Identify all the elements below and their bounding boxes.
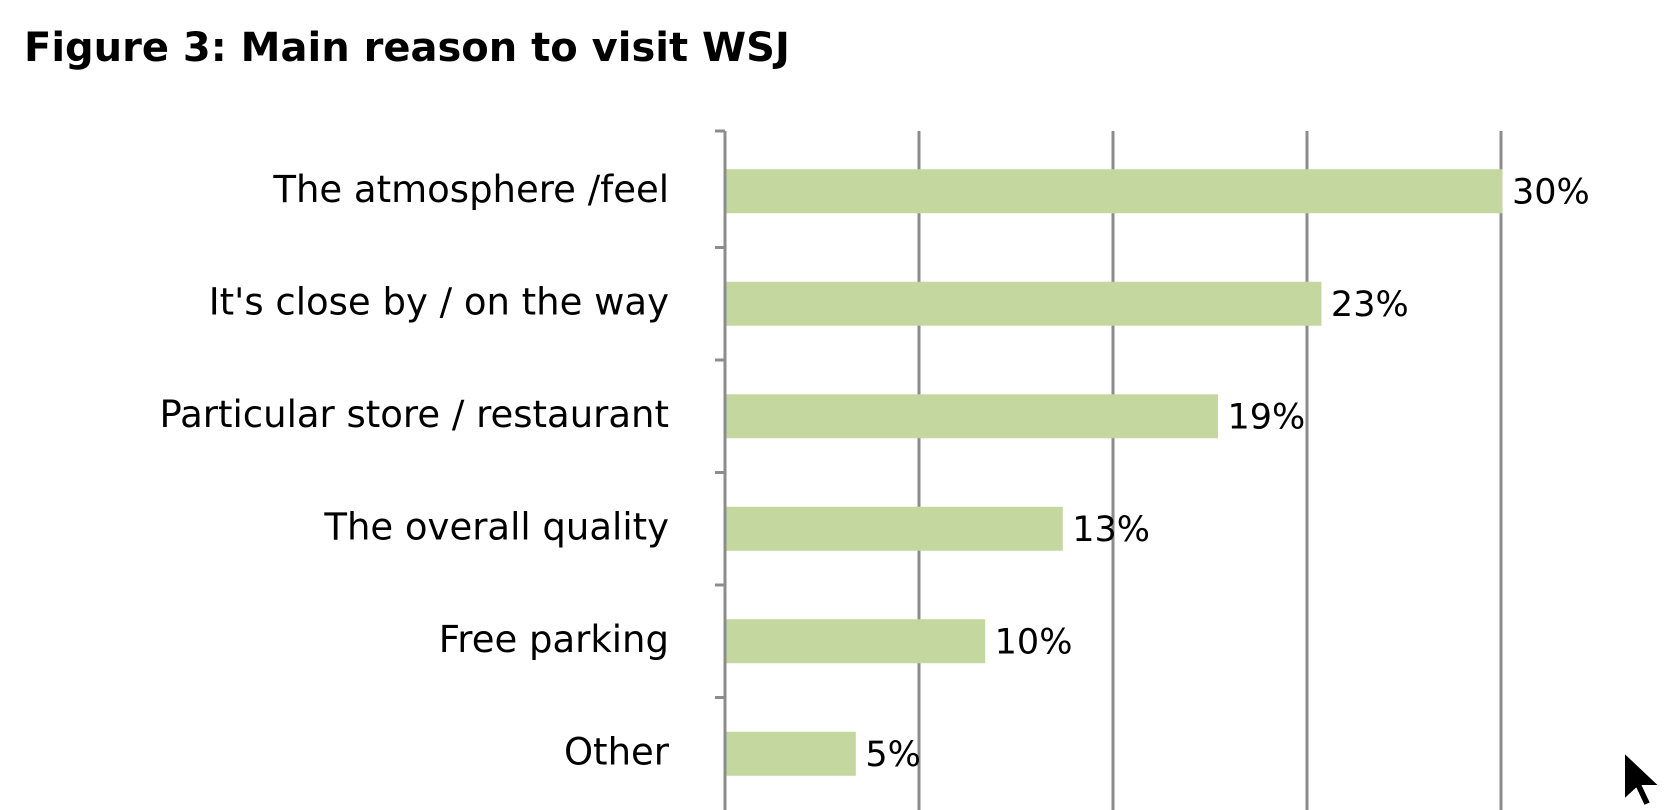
bar — [726, 506, 1063, 551]
bar — [726, 169, 1503, 214]
chart-title: Figure 3: Main reason to visit WSJ — [24, 25, 790, 71]
value-label: 30% — [1512, 172, 1590, 212]
value-label: 13% — [1072, 510, 1150, 550]
category-label: Particular store / restaurant — [159, 393, 669, 436]
category-label: Free parking — [439, 618, 669, 661]
bar — [726, 281, 1322, 326]
value-label: 23% — [1331, 285, 1409, 325]
category-label: It's close by / on the way — [209, 280, 669, 323]
value-label: 10% — [995, 622, 1073, 662]
bar — [726, 394, 1218, 439]
cursor — [1623, 749, 1663, 808]
bar — [726, 731, 856, 776]
value-label: 5% — [865, 735, 921, 775]
category-label: The overall quality — [323, 505, 669, 548]
category-label: The atmosphere /feel — [272, 168, 669, 211]
value-label: 19% — [1227, 397, 1305, 437]
category-label: Other — [564, 730, 670, 773]
bar — [726, 619, 986, 664]
